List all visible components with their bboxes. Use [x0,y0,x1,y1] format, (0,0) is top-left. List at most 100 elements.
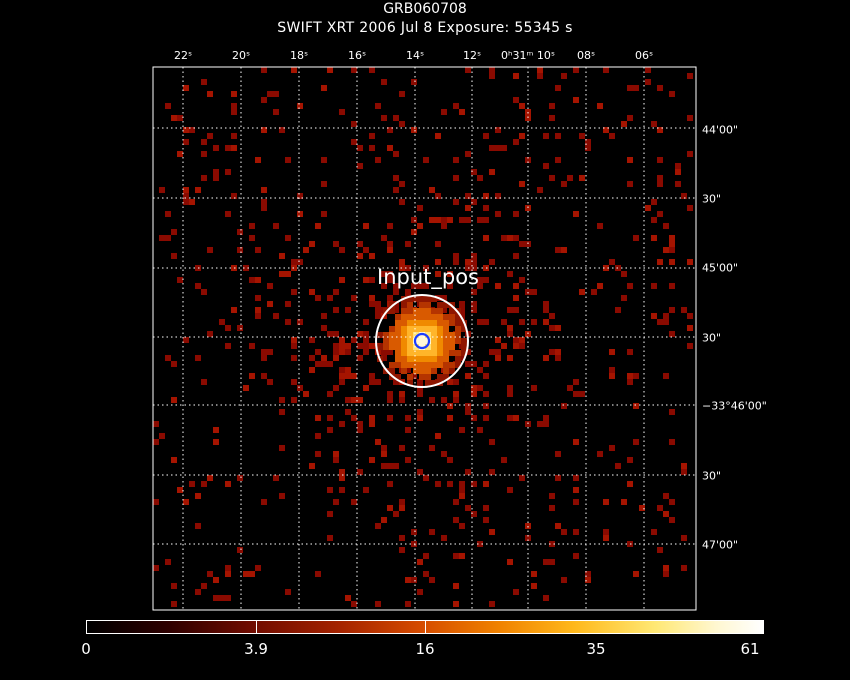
count-pixel [297,103,303,109]
count-pixel [165,559,171,565]
count-pixel [471,307,477,313]
count-pixel [225,595,231,601]
source-pixel [437,320,443,326]
count-pixel [261,355,267,361]
count-pixel [255,277,261,283]
count-pixel [513,139,519,145]
source-pixel [395,350,401,356]
count-pixel [375,103,381,109]
source-pixel [419,320,425,326]
count-pixel [561,403,567,409]
count-pixel [327,535,333,541]
count-pixel [393,115,399,121]
count-pixel [351,295,357,301]
count-pixel [621,271,627,277]
source-pixel [401,350,407,356]
count-pixel [561,181,567,187]
source-pixel [425,326,431,332]
count-pixel [447,271,453,277]
count-pixel [471,199,477,205]
count-pixel [399,445,405,451]
count-pixel [429,577,435,583]
count-pixel [369,373,375,379]
count-pixel [381,271,387,277]
count-pixel [237,547,243,553]
count-pixel [681,469,687,475]
count-pixel [471,415,477,421]
count-pixel [315,223,321,229]
count-pixel [573,529,579,535]
count-pixel [477,367,483,373]
count-pixel [429,217,435,223]
count-pixel [483,235,489,241]
source-pixel [425,332,431,338]
count-pixel [183,199,189,205]
count-pixel [603,67,609,73]
count-pixel [627,181,633,187]
count-pixel [225,325,231,331]
source-pixel [419,296,425,302]
count-pixel [633,235,639,241]
count-pixel [621,499,627,505]
count-pixel [285,319,291,325]
image-subtitle: SWIFT XRT 2006 Jul 8 Exposure: 55345 s [277,20,573,36]
count-pixel [381,235,387,241]
count-pixel [663,319,669,325]
count-pixel [483,277,489,283]
count-pixel [363,487,369,493]
count-pixel [627,481,633,487]
count-pixel [399,547,405,553]
count-pixel [465,259,471,265]
count-pixel [345,409,351,415]
count-pixel [549,325,555,331]
count-pixel [297,259,303,265]
count-pixel [249,235,255,241]
count-pixel [345,367,351,373]
count-pixel [597,103,603,109]
count-pixel [543,421,549,427]
count-pixel [531,385,537,391]
count-pixel [573,211,579,217]
count-pixel [357,241,363,247]
count-pixel [387,277,393,283]
count-pixel [657,259,663,265]
count-pixel [195,493,201,499]
count-pixel [453,253,459,259]
count-pixel [465,349,471,355]
colorbar-tick [256,620,257,634]
count-pixel [585,571,591,577]
ra-tick-label: 0ʰ31ᵐ 10ˢ [501,49,555,62]
count-pixel [363,337,369,343]
count-pixel [351,373,357,379]
count-pixel [315,361,321,367]
count-pixel [663,247,669,253]
count-pixel [669,235,675,241]
count-pixel [327,427,333,433]
count-pixel [363,385,369,391]
count-pixel [405,577,411,583]
count-pixel [363,343,369,349]
count-pixel [309,463,315,469]
colorbar-label: 61 [740,640,760,658]
count-pixel [465,403,471,409]
count-pixel [567,175,573,181]
count-pixel [453,175,459,181]
count-pixel [537,73,543,79]
source-pixel [407,362,413,368]
source-pixel [443,362,449,368]
count-pixel [327,331,333,337]
count-pixel [681,535,687,541]
count-pixel [285,157,291,163]
count-pixel [585,145,591,151]
source-pixel [401,338,407,344]
count-pixel [435,193,441,199]
count-pixel [339,349,345,355]
count-pixel [387,145,393,151]
count-pixel [507,391,513,397]
count-pixel [231,145,237,151]
count-pixel [345,307,351,313]
count-pixel [153,565,159,571]
count-pixel [411,529,417,535]
count-pixel [321,181,327,187]
count-pixel [657,547,663,553]
